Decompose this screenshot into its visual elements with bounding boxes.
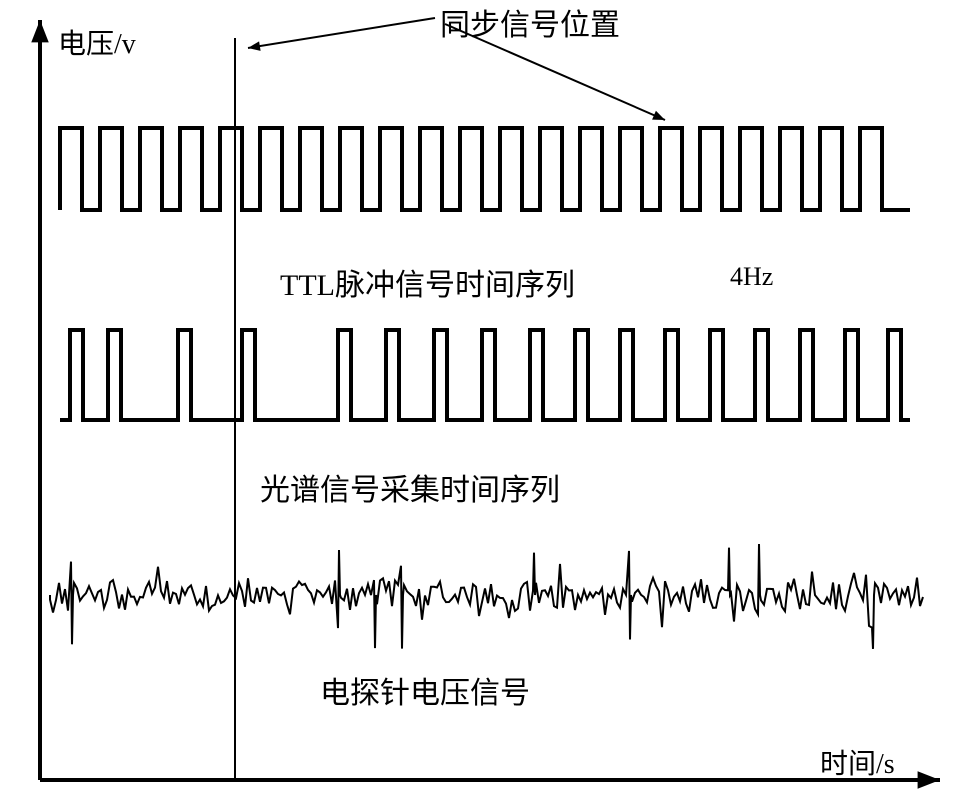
ttl-signal-label: TTL脉冲信号时间序列	[280, 260, 575, 304]
sync-annotation-text: 同步信号位置	[440, 0, 620, 44]
y-axis-label: 电压/v	[58, 22, 136, 62]
annotation-arrow-left-head	[248, 41, 261, 50]
probe-waveform	[50, 544, 923, 649]
ttl-freq-label: 4Hz	[730, 262, 773, 292]
ttl-waveform	[60, 128, 910, 210]
x-axis-arrow	[918, 771, 940, 789]
spectrum-waveform	[60, 330, 910, 420]
annotation-arrow-left	[248, 18, 435, 48]
spectrum-signal-label: 光谱信号采集时间序列	[260, 465, 560, 509]
probe-signal-label: 电探针电压信号	[320, 668, 530, 712]
x-axis-label: 时间/s	[820, 742, 895, 782]
y-axis-arrow	[31, 20, 49, 42]
annotation-arrow-right-head	[652, 111, 665, 120]
